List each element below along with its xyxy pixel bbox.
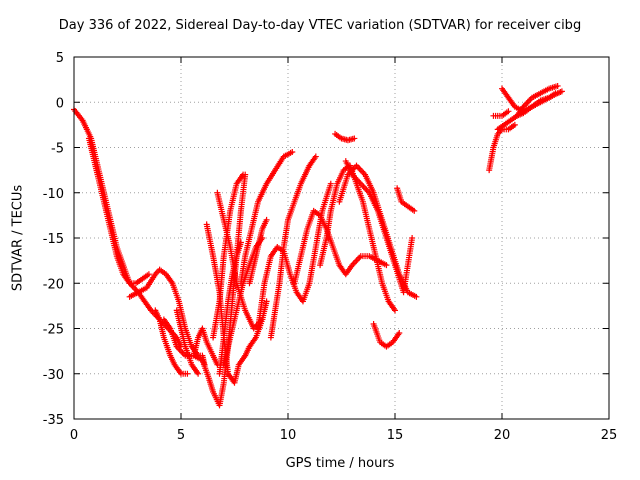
data-point [505, 108, 512, 115]
series-arc-16 [267, 153, 319, 341]
chart-title: Day 336 of 2022, Sidereal Day-to-day VTE… [58, 18, 582, 33]
y-tick-label: -30 [43, 368, 64, 383]
series-arc-20 [342, 158, 416, 296]
data-point [511, 121, 518, 128]
data-point [396, 330, 403, 337]
y-tick-label: 5 [56, 51, 64, 66]
data-point [409, 235, 416, 241]
y-tick-label: -15 [43, 232, 64, 247]
axis-ticks: 0 5 10 15 20 25 5 0 -5 -10 -15 -20 -25 -30 -35 [43, 51, 618, 443]
x-tick-label: 5 [177, 428, 185, 443]
data-point [558, 88, 565, 95]
x-tick-label: 10 [280, 428, 297, 443]
y-tick-label: -35 [43, 413, 64, 428]
data-point [411, 207, 418, 214]
data-point [552, 90, 559, 97]
x-tick-label: 20 [494, 428, 511, 443]
y-tick-label: -10 [43, 187, 64, 202]
series-arc-2 [85, 135, 152, 287]
series-arc-24 [486, 121, 518, 174]
data-points [71, 82, 565, 409]
data-point [351, 135, 358, 142]
data-point [383, 262, 390, 269]
y-tick-label: 0 [56, 96, 64, 111]
series-arc-13 [237, 149, 296, 287]
series-arc-14 [246, 216, 270, 287]
x-tick-label: 25 [601, 428, 618, 443]
series-arc-11 [216, 239, 244, 377]
data-point [240, 171, 247, 178]
data-point [145, 271, 152, 278]
data-point [263, 216, 270, 223]
data-point [263, 298, 270, 305]
data-point [289, 149, 296, 156]
series-arc-4 [152, 307, 191, 377]
series-arc-15 [255, 180, 334, 332]
data-point [554, 82, 561, 89]
data-point [312, 153, 319, 160]
x-tick-label: 0 [70, 428, 78, 443]
data-point [327, 180, 334, 187]
series-arc-3 [126, 266, 208, 368]
x-axis-label: GPS time / hours [285, 456, 395, 471]
data-point [195, 370, 202, 377]
y-axis-label: SDTVAR / TECUs [10, 184, 26, 292]
y-tick-label: -5 [51, 142, 64, 157]
series-arc-7 [190, 325, 221, 368]
data-point [237, 239, 244, 246]
series-arc-28 [490, 108, 512, 119]
series-arc-6 [173, 307, 202, 377]
series-arc-22 [370, 320, 403, 350]
data-point [392, 307, 398, 314]
series-arc-23 [394, 185, 418, 214]
series-arc-27 [513, 82, 561, 119]
series-arc-21 [332, 130, 358, 144]
y-tick-label: -20 [43, 277, 64, 292]
data-point [413, 293, 420, 300]
data-point [184, 370, 191, 377]
y-tick-label: -25 [43, 323, 64, 338]
x-tick-label: 15 [387, 428, 404, 443]
